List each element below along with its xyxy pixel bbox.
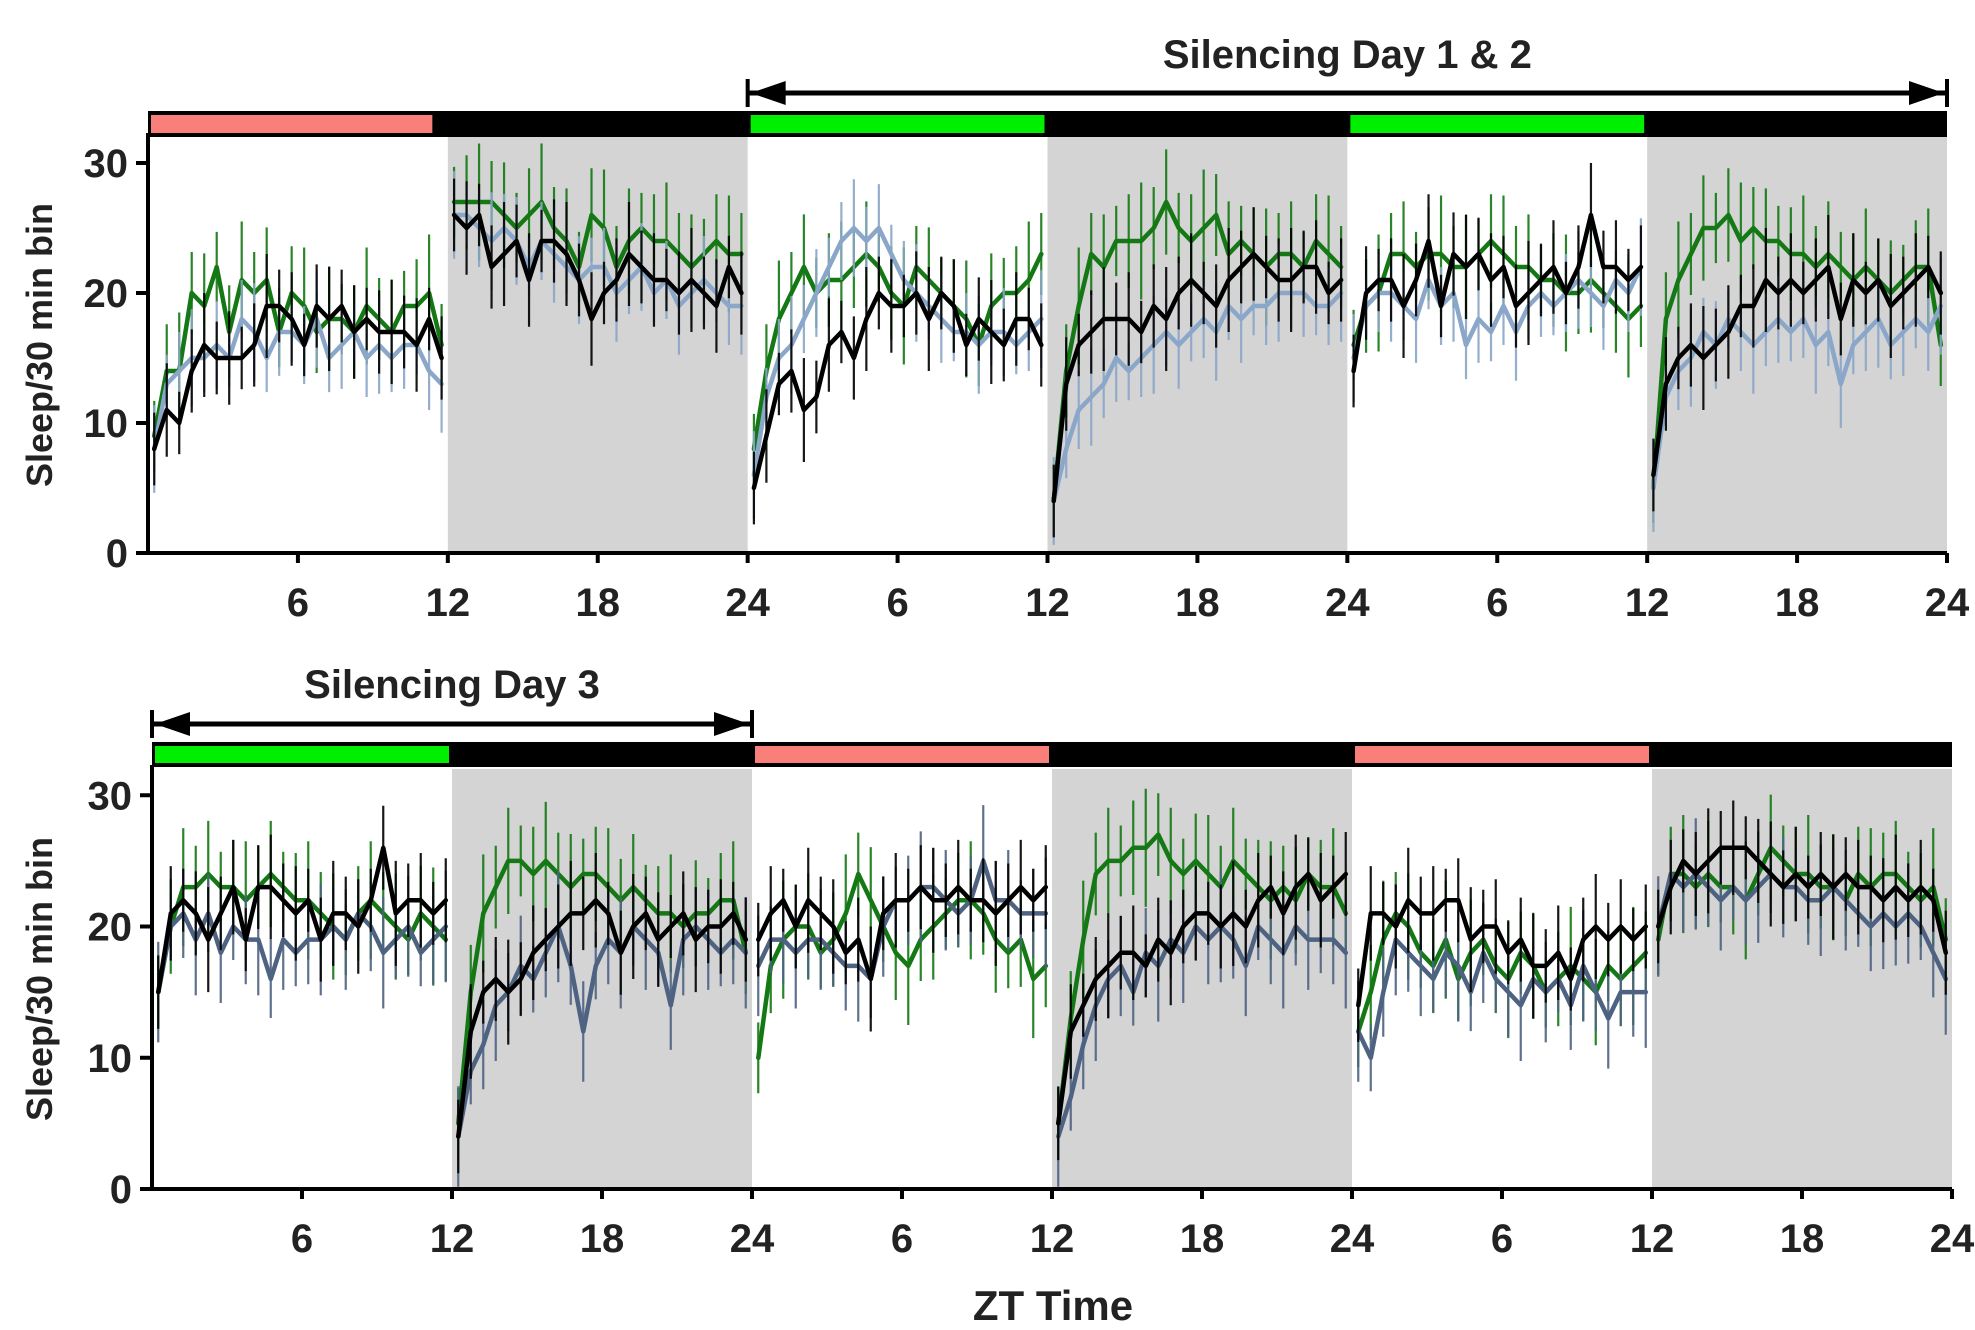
x-tick-label: 12 <box>430 1217 475 1261</box>
night-shading-0 <box>447 137 748 553</box>
series-black <box>151 163 1944 538</box>
series-line-green <box>1651 212 1944 491</box>
series-line-black <box>1351 212 1644 374</box>
x-tick-label: 18 <box>1175 581 1220 625</box>
silencing-bar-0 <box>155 746 449 763</box>
x-tick-label: 24 <box>725 581 770 625</box>
top-panel: Silencing Day 1 & 2 0 10 20 30 6 12 18 24 6 12 18 24… <box>19 33 1970 625</box>
baseline-light-bar-2 <box>1355 746 1649 763</box>
x-tick-label: 24 <box>1925 581 1970 625</box>
series-line-blue <box>1051 290 1344 504</box>
x-tick-label: 24 <box>730 1217 775 1261</box>
series-line-black <box>1356 898 1649 1008</box>
x-tick-label: 18 <box>580 1217 625 1261</box>
x-tick-label: 24 <box>1330 1217 1375 1261</box>
annotation-arrowhead-right <box>1909 81 1944 105</box>
series-line-green <box>751 251 1044 452</box>
x-tick-label: 6 <box>886 581 908 625</box>
baseline-light-bar-0 <box>151 115 433 133</box>
night-shading-1 <box>1047 137 1348 553</box>
night-shading-0 <box>452 769 752 1189</box>
series-line-green <box>756 871 1049 1061</box>
silencing-bar-2 <box>1350 115 1645 133</box>
series-line-black <box>1056 871 1349 1126</box>
x-tick-label: 18 <box>1780 1217 1825 1261</box>
x-tick-label: 24 <box>1930 1217 1975 1261</box>
x-tick-label: 6 <box>891 1217 913 1261</box>
series-line-green <box>1056 832 1349 1126</box>
series-line-green <box>1351 238 1644 348</box>
x-tick-label: 18 <box>1775 581 1820 625</box>
y-tick-label: 20 <box>84 272 129 316</box>
series-line-black <box>1656 845 1949 956</box>
dark-phase-bar <box>152 742 1952 767</box>
bottom-panel: Silencing Day 3 0 10 20 30 6 12 18 24 6 12 18 24 6 12 1… <box>19 663 1975 1261</box>
series-line-black <box>156 845 449 995</box>
y-axis-label: Sleep/30 min bin <box>19 203 60 487</box>
x-axis-title: ZT Time <box>973 1282 1133 1325</box>
series-line-blue <box>1351 264 1644 361</box>
annotation-arrowhead-left <box>750 81 786 105</box>
x-tick-label: 24 <box>1325 581 1370 625</box>
x-tick-label: 6 <box>1486 581 1508 625</box>
series-line-blue <box>151 316 444 452</box>
series-line-slate <box>1356 937 1649 1061</box>
x-tick-label: 6 <box>287 581 309 625</box>
silencing-bar-1 <box>750 115 1045 133</box>
series-line-black <box>1651 264 1944 478</box>
baseline-light-bar-1 <box>755 746 1049 763</box>
annotation-label: Silencing Day 3 <box>304 663 600 707</box>
x-tick-label: 12 <box>1630 1217 1675 1261</box>
x-tick-label: 12 <box>1025 581 1070 625</box>
dark-phase-bar <box>148 111 1947 137</box>
series-line-green <box>151 264 444 439</box>
y-tick-label: 30 <box>84 142 129 186</box>
series-line-slate <box>1056 924 1349 1139</box>
series-line-slate <box>156 911 449 995</box>
series-line-green <box>1051 199 1344 504</box>
x-tick-label: 6 <box>1491 1217 1513 1261</box>
series-line-green <box>451 199 744 270</box>
series-line-green <box>1356 911 1649 1034</box>
y-tick-label: 10 <box>84 402 129 446</box>
series-line-blue <box>451 212 744 309</box>
series-line-black <box>751 290 1044 491</box>
y-tick-label: 0 <box>106 532 128 576</box>
y-axis-label: Sleep/30 min bin <box>19 837 60 1121</box>
annotation-arrowhead-left <box>155 712 190 736</box>
x-tick-label: 12 <box>1030 1217 1075 1261</box>
y-tick-label: 0 <box>110 1168 132 1212</box>
y-tick-label: 20 <box>88 906 133 950</box>
series-line-blue <box>1651 303 1944 491</box>
night-shading-1 <box>1052 769 1352 1189</box>
series-line-slate <box>1656 871 1949 982</box>
x-tick-label: 18 <box>576 581 621 625</box>
series-line-black <box>151 303 444 452</box>
series-line-black <box>456 898 749 1139</box>
series-line-black <box>1051 251 1344 504</box>
x-tick-label: 18 <box>1180 1217 1225 1261</box>
y-tick-label: 10 <box>88 1037 133 1081</box>
x-tick-label: 12 <box>426 581 471 625</box>
series-line-black <box>451 212 744 322</box>
x-tick-label: 6 <box>291 1217 313 1261</box>
series-line-slate <box>456 924 749 1139</box>
x-tick-label: 12 <box>1625 581 1670 625</box>
series-line-green <box>456 858 749 1126</box>
annotation-label: Silencing Day 1 & 2 <box>1163 33 1532 77</box>
annotation-arrowhead-right <box>714 712 749 736</box>
series-line-blue <box>751 225 1044 478</box>
series-line-green <box>156 871 449 995</box>
night-shading-2 <box>1652 769 1952 1189</box>
y-tick-label: 30 <box>88 774 133 818</box>
series-line-green <box>1656 845 1949 942</box>
series-black <box>156 800 1949 1174</box>
series-line-black <box>756 884 1049 982</box>
